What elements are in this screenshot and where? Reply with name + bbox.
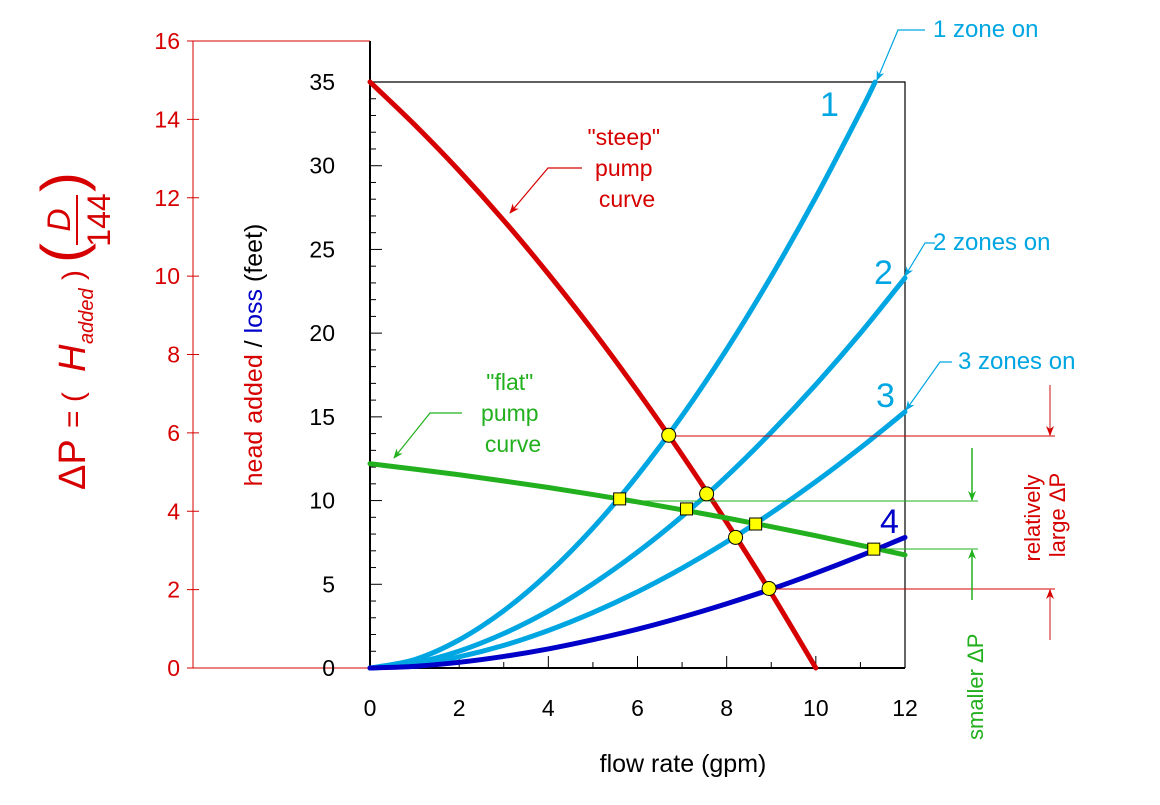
svg-text:): ) — [29, 172, 96, 192]
x-tick-label: 10 — [803, 695, 829, 721]
svg-text:ΔP: ΔP — [52, 439, 94, 490]
y2-tick-label: 16 — [154, 28, 180, 54]
y-tick-label: 15 — [309, 404, 335, 430]
system-4-curve — [367, 534, 908, 671]
steep-leader-arrow — [509, 167, 582, 214]
svg-text:added: added — [76, 288, 98, 344]
steep-operating-point — [661, 427, 677, 443]
zone2-leader-arrow — [904, 242, 935, 277]
delta-p-guides: relatively large ΔP smaller ΔP — [617, 385, 1070, 740]
curves — [367, 79, 908, 671]
operating-points — [613, 427, 881, 596]
zone2-label: 2 zones on — [933, 229, 1050, 256]
svg-text:144: 144 — [81, 193, 117, 246]
y2-tick-label: 10 — [154, 263, 180, 289]
steep-operating-point — [728, 529, 744, 545]
zone1-leader-arrow — [876, 29, 925, 81]
x-tick-label: 8 — [720, 695, 733, 721]
flat-curve — [367, 461, 908, 558]
svg-text:(: ( — [29, 243, 96, 263]
y-tick-label: 10 — [309, 488, 335, 514]
svg-text:H: H — [52, 344, 94, 372]
y-tick-label: 35 — [309, 69, 335, 95]
curve-number-1: 1 — [820, 86, 839, 124]
x-tick-label: 4 — [542, 695, 555, 721]
svg-text:): ) — [57, 270, 90, 280]
curve-number-3: 3 — [876, 377, 895, 415]
x-axis-label: flow rate (gpm) — [600, 750, 767, 778]
steep-pump-curve-label: "steep" pump curve — [588, 124, 667, 212]
annotations: "steep" pump curve "flat" pump curve 1 z… — [29, 16, 1075, 778]
y-tick-label: 25 — [309, 236, 335, 262]
zone3-leader-arrow — [905, 361, 952, 411]
y-tick-label: 20 — [309, 320, 335, 346]
y2-tick-label: 6 — [167, 420, 180, 446]
steep-operating-point — [761, 580, 777, 596]
steep-curve — [367, 79, 819, 671]
system-3-curve — [367, 409, 908, 671]
curve-number-4: 4 — [880, 503, 899, 541]
flat-operating-point — [613, 492, 627, 506]
x-tick-label: 2 — [453, 695, 466, 721]
y2-tick-label: 8 — [167, 342, 180, 368]
svg-text:= (: = ( — [57, 392, 90, 428]
system-2-curve — [367, 275, 908, 671]
system-1-curve — [367, 79, 878, 671]
flat-operating-point — [749, 517, 763, 531]
flat-pump-curve-label: "flat" pump curve — [481, 369, 545, 457]
small-dp-label: smaller ΔP — [963, 634, 988, 740]
y2-tick-label: 2 — [167, 577, 180, 603]
zone1-label: 1 zone on — [933, 16, 1038, 43]
x-tick-label: 12 — [892, 695, 918, 721]
flat-leader-arrow — [393, 412, 462, 459]
y2-tick-label: 0 — [167, 655, 180, 681]
svg-text:D: D — [41, 208, 77, 231]
x-tick-label: 0 — [364, 695, 377, 721]
large-dp-label: relatively large ΔP — [1020, 469, 1070, 562]
y2-tick-label: 12 — [154, 185, 180, 211]
y-tick-label: 0 — [322, 655, 335, 681]
plot-frame — [370, 81, 906, 668]
curve-number-2: 2 — [874, 254, 893, 292]
y2-tick-label: 14 — [154, 106, 180, 132]
zone3-label: 3 zones on — [958, 348, 1075, 375]
y2-axis-label: ΔP = ( H added ) ( D 144 ) — [29, 172, 117, 490]
y2-tick-label: 4 — [167, 498, 180, 524]
x-tick-label: 6 — [631, 695, 644, 721]
steep-operating-point — [699, 486, 715, 502]
y-tick-label: 30 — [309, 153, 335, 179]
flat-operating-point — [867, 542, 881, 556]
y-axis-label: head added / loss (feet) — [240, 224, 268, 487]
flat-operating-point — [680, 502, 694, 516]
y-tick-label: 5 — [322, 571, 335, 597]
